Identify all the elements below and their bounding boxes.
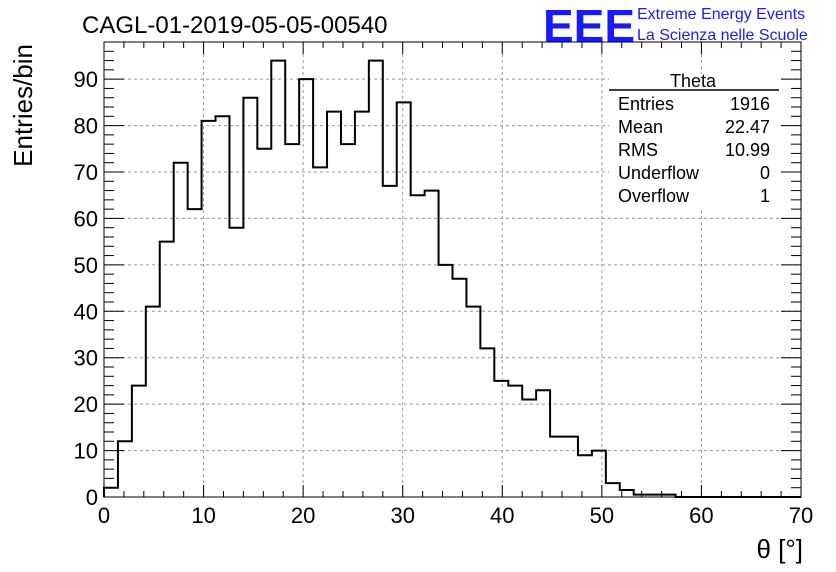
histogram-bin <box>327 112 341 497</box>
histogram-bin <box>104 488 118 497</box>
histogram-bin <box>397 102 411 497</box>
x-tick-label: 70 <box>789 503 813 528</box>
y-tick-label: 10 <box>74 439 98 464</box>
x-tick-label: 10 <box>191 503 215 528</box>
histogram-bin <box>118 441 132 497</box>
histogram-bin <box>285 144 299 497</box>
y-tick-label: 20 <box>74 392 98 417</box>
stats-value: 1916 <box>730 94 770 114</box>
histogram-outline <box>103 59 801 498</box>
histogram-bin <box>522 400 536 498</box>
x-tick-label: 60 <box>689 503 713 528</box>
stats-label: Overflow <box>618 186 690 206</box>
histogram-bin <box>355 112 369 497</box>
y-tick-label: 80 <box>74 114 98 139</box>
logo-line-2: La Scienza nelle Scuole <box>637 27 808 44</box>
histogram-bin <box>508 386 522 497</box>
stats-value: 10.99 <box>725 140 770 160</box>
histogram-bin <box>160 242 174 497</box>
stats-label: Underflow <box>618 163 700 183</box>
y-tick-label: 90 <box>74 67 98 92</box>
logo-mark: EEE <box>543 0 635 52</box>
histogram-bin <box>564 437 578 497</box>
histogram-bin <box>494 381 508 497</box>
x-tick-label: 40 <box>490 503 514 528</box>
histogram-bin <box>466 307 480 497</box>
histogram-bin <box>411 195 425 497</box>
chart-title: CAGL-01-2019-05-05-00540 <box>82 12 388 39</box>
x-tick-label: 30 <box>390 503 414 528</box>
histogram-bin <box>216 116 230 497</box>
histogram-bin <box>271 61 285 497</box>
histogram-bin <box>174 163 188 497</box>
logo: EEE Extreme Energy Events La Scienza nel… <box>543 0 808 52</box>
histogram-bin <box>578 455 592 497</box>
histogram-bin <box>299 79 313 497</box>
y-tick-label: 0 <box>86 485 98 510</box>
stats-label: Mean <box>618 117 663 137</box>
x-tick-label: 20 <box>291 503 315 528</box>
histogram-bin <box>480 348 494 497</box>
x-axis-title: θ [°] <box>756 534 803 564</box>
y-tick-label: 60 <box>74 206 98 231</box>
histogram-bin <box>606 483 620 497</box>
histogram-bin <box>550 437 564 497</box>
histogram-bin <box>257 149 271 497</box>
histogram-bin <box>146 307 160 497</box>
histogram-bin <box>202 121 216 497</box>
histogram-bin <box>453 279 467 497</box>
stats-label: Entries <box>618 94 674 114</box>
y-tick-label: 50 <box>74 253 98 278</box>
stats-label: RMS <box>618 140 658 160</box>
stats-box-background <box>609 74 779 210</box>
y-axis-title: Entries/bin <box>8 44 38 167</box>
y-tick-label: 70 <box>74 160 98 185</box>
stats-title: Theta <box>670 71 717 91</box>
histogram-bin <box>132 386 146 497</box>
x-tick-label: 0 <box>98 503 110 528</box>
stats-value: 22.47 <box>725 117 770 137</box>
x-axis-ticks: 0 10 20 30 40 50 60 70 <box>98 42 813 528</box>
histogram-bin <box>439 265 453 497</box>
plot-frame <box>103 41 802 498</box>
stats-box: Theta Entries 1916 Mean 22.47 RMS 10.99 Underf… <box>609 71 779 210</box>
y-tick-label: 40 <box>74 299 98 324</box>
x-tick-label: 50 <box>590 503 614 528</box>
histogram-bin <box>425 191 439 497</box>
histogram-bin <box>243 98 257 497</box>
histogram-bin <box>229 228 243 497</box>
logo-line-1: Extreme Energy Events <box>637 6 805 23</box>
histogram-bin <box>188 209 202 497</box>
histogram-bin <box>536 390 550 497</box>
histogram-bin <box>383 186 397 497</box>
stats-value: 1 <box>760 186 770 206</box>
histogram-bin <box>369 61 383 497</box>
histogram-bin <box>592 451 606 497</box>
histogram-bin <box>341 144 355 497</box>
histogram-bin <box>313 167 327 497</box>
y-tick-label: 30 <box>74 346 98 371</box>
stats-value: 0 <box>760 163 770 183</box>
